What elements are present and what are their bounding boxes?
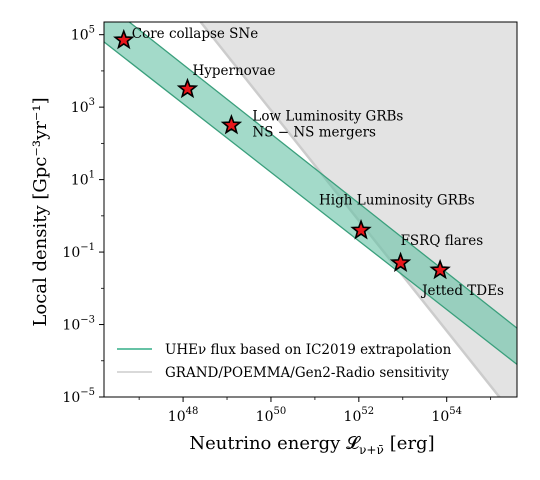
y-tick-label: 101 xyxy=(71,170,95,189)
x-axis-ticks: 1048 1050 1052 1054 xyxy=(138,397,492,425)
data-point-star xyxy=(350,219,372,240)
y-tick-label: 103 xyxy=(71,97,95,116)
legend-band-label: UHEν flux based on IC2019 extrapolation xyxy=(165,342,452,358)
x-axis-label-main: Neutrino energy 𝓛 xyxy=(189,433,361,454)
data-point-star xyxy=(176,77,199,99)
flux-band-upper-edge xyxy=(128,22,517,329)
x-tick-label: 1054 xyxy=(431,406,462,425)
x-axis-label: Neutrino energy 𝓛ν+ν̄ [erg] xyxy=(189,433,434,457)
y-axis-ticks: 105 103 101 10−1 10−3 10−5 xyxy=(62,25,104,406)
y-axis-label: Local density [Gpc⁻³yr⁻¹] xyxy=(30,97,51,326)
flux-band-lower-edge xyxy=(104,41,517,365)
data-point-star xyxy=(220,113,243,135)
data-point-star xyxy=(113,28,135,50)
x-axis-label-unit: [erg] xyxy=(390,433,435,454)
data-point-label: Core collapse SNe xyxy=(132,26,258,42)
data-point-star xyxy=(389,251,412,273)
data-points xyxy=(113,28,451,280)
y-tick-label: 105 xyxy=(71,25,95,44)
plot-frame xyxy=(103,21,518,398)
legend-sensitivity-label: GRAND/POEMMA/Gen2-Radio sensitivity xyxy=(165,365,449,381)
x-axis-label-subscript: ν+ν̄ xyxy=(359,443,384,457)
x-tick-label: 1048 xyxy=(168,406,199,425)
data-point-label: Low Luminosity GRBs NS − NS mergers xyxy=(252,108,403,140)
y-tick-label: 10−1 xyxy=(62,242,95,261)
legend: UHEν flux based on IC2019 extrapolation … xyxy=(117,342,452,381)
data-point-label: Hypernovae xyxy=(192,63,275,79)
point-labels: Core collapse SNe Hypernovae Low Luminosit… xyxy=(132,26,504,299)
data-point-star xyxy=(429,258,451,280)
x-tick-label: 1052 xyxy=(344,406,375,425)
plot-area xyxy=(104,22,517,397)
flux-band xyxy=(104,22,517,365)
data-point-label: Jetted TDEs xyxy=(420,283,504,299)
x-tick-label: 1050 xyxy=(256,406,287,425)
data-point-label: FSRQ flares xyxy=(401,233,484,249)
y-tick-label: 10−3 xyxy=(62,315,95,334)
y-tick-label: 10−5 xyxy=(62,387,95,406)
data-point-label: High Luminosity GRBs xyxy=(319,192,475,208)
